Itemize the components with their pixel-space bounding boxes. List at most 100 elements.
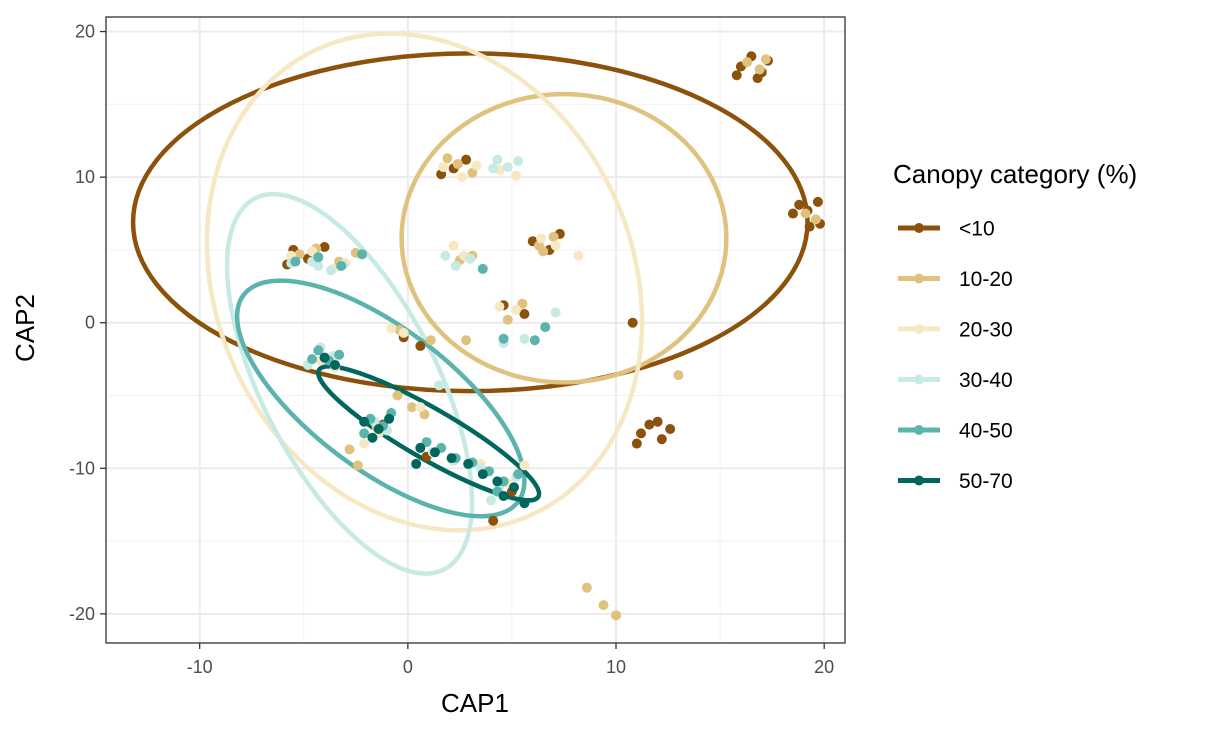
point-30-40 bbox=[488, 163, 499, 174]
point-20-30 bbox=[456, 172, 467, 183]
point-40-50 bbox=[477, 263, 488, 274]
point-<10 bbox=[804, 221, 815, 232]
x-tick-label: 10 bbox=[606, 657, 626, 677]
point-10-20 bbox=[407, 402, 418, 413]
point-30-40 bbox=[465, 253, 476, 264]
point-10-20 bbox=[502, 314, 513, 325]
point-<10 bbox=[794, 199, 805, 210]
x-tick-label: -10 bbox=[187, 657, 213, 677]
point-<10 bbox=[644, 419, 655, 430]
point-10-20 bbox=[344, 444, 355, 455]
point-<10 bbox=[635, 428, 646, 439]
ellipse-20-30 bbox=[204, 31, 645, 533]
point-<10 bbox=[731, 70, 742, 81]
point-<10 bbox=[319, 242, 330, 253]
point-<10 bbox=[519, 308, 530, 319]
point-20-30 bbox=[536, 233, 547, 244]
point-30-40 bbox=[486, 495, 497, 506]
point-20-30 bbox=[448, 240, 459, 251]
point-50-70 bbox=[446, 453, 457, 464]
point-20-30 bbox=[573, 250, 584, 261]
point-40-50 bbox=[313, 345, 324, 356]
point-10-20 bbox=[673, 370, 684, 381]
x-axis-title: CAP1 bbox=[441, 688, 509, 718]
point-10-20 bbox=[467, 167, 478, 178]
y-tick-label: 0 bbox=[85, 313, 95, 333]
point-40-50 bbox=[357, 249, 368, 260]
point-<10 bbox=[461, 154, 472, 165]
point-30-40 bbox=[440, 250, 451, 261]
point-40-50 bbox=[513, 469, 524, 480]
point-40-50 bbox=[307, 354, 318, 365]
point-40-50 bbox=[336, 260, 347, 271]
legend-label: 50-70 bbox=[959, 470, 1013, 493]
legend-label: 30-40 bbox=[959, 369, 1013, 392]
point-<10 bbox=[415, 341, 426, 352]
point-10-20 bbox=[760, 54, 771, 65]
point-50-70 bbox=[498, 490, 509, 501]
point-<10 bbox=[488, 515, 499, 526]
point-40-50 bbox=[313, 252, 324, 263]
point-10-20 bbox=[517, 298, 528, 309]
point-<10 bbox=[752, 73, 763, 84]
point-40-50 bbox=[498, 333, 509, 344]
point-10-20 bbox=[742, 57, 753, 68]
point-50-70 bbox=[319, 352, 330, 363]
point-10-20 bbox=[419, 409, 430, 420]
point-30-40 bbox=[325, 265, 336, 276]
point-50-70 bbox=[411, 458, 422, 469]
point-10-20 bbox=[754, 64, 765, 75]
point-<10 bbox=[631, 438, 642, 449]
point-20-30 bbox=[359, 438, 370, 449]
legend-key-point bbox=[914, 223, 924, 233]
point-30-40 bbox=[450, 260, 461, 271]
point-50-70 bbox=[509, 482, 520, 493]
legend: Canopy category (%) <10 10-20 20-30 30-40 40… bbox=[893, 159, 1137, 493]
point-50-70 bbox=[329, 359, 340, 370]
y-tick-label: 10 bbox=[75, 167, 95, 187]
point-40-50 bbox=[529, 335, 540, 346]
point-50-70 bbox=[384, 413, 395, 424]
point-30-40 bbox=[519, 333, 530, 344]
point-10-20 bbox=[442, 153, 453, 164]
point-40-50 bbox=[334, 349, 345, 360]
point-50-70 bbox=[492, 476, 503, 487]
point-10-20 bbox=[425, 335, 436, 346]
point-20-30 bbox=[307, 246, 318, 257]
x-tick-label: 20 bbox=[814, 657, 834, 677]
point-50-70 bbox=[415, 442, 426, 453]
y-tick-label: 20 bbox=[75, 22, 95, 42]
point-20-30 bbox=[494, 301, 505, 312]
point-20-30 bbox=[519, 460, 530, 471]
point-20-30 bbox=[398, 327, 409, 338]
legend-key-point bbox=[914, 425, 924, 435]
point-<10 bbox=[627, 317, 638, 328]
point-10-20 bbox=[611, 610, 622, 621]
point-40-50 bbox=[290, 256, 301, 267]
point-50-70 bbox=[367, 432, 378, 443]
point-20-30 bbox=[550, 240, 561, 251]
point-30-40 bbox=[550, 307, 561, 318]
point-20-30 bbox=[415, 402, 426, 413]
point-20-30 bbox=[438, 161, 449, 172]
legend-label: 40-50 bbox=[959, 420, 1013, 443]
point-10-20 bbox=[392, 390, 403, 401]
point-40-50 bbox=[421, 437, 432, 448]
x-tick-label: 0 bbox=[403, 657, 413, 677]
plot-panel-border bbox=[105, 16, 846, 644]
point-50-70 bbox=[477, 469, 488, 480]
ellipse-10-20 bbox=[399, 91, 729, 385]
legend-label: 10-20 bbox=[959, 268, 1013, 291]
point-50-70 bbox=[463, 458, 474, 469]
legend-key-point bbox=[914, 324, 924, 334]
point-50-70 bbox=[429, 447, 440, 458]
point-30-40 bbox=[513, 156, 524, 167]
point-<10 bbox=[652, 416, 663, 427]
point-30-40 bbox=[502, 161, 513, 172]
point-10-20 bbox=[452, 159, 463, 170]
point-40-50 bbox=[359, 428, 370, 439]
point-10-20 bbox=[581, 582, 592, 593]
point-10-20 bbox=[538, 246, 549, 257]
